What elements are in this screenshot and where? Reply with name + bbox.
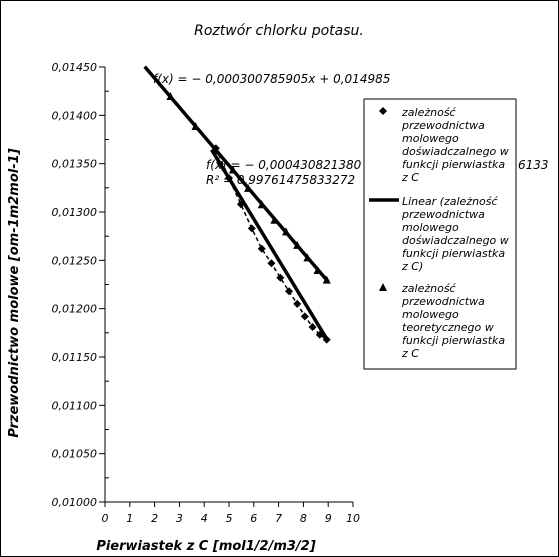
legend-label-doswiadczalne-3: molowego	[402, 132, 459, 145]
legend-box	[363, 98, 517, 370]
legend-label-linear: Linear (zależność przewodnictwa molowego…	[401, 195, 512, 273]
x-tick-label: 10	[346, 512, 360, 525]
fit-lines	[143, 65, 330, 343]
x-tick-label: 8	[300, 512, 307, 525]
annotation-overflow: 6133	[518, 158, 549, 172]
point-doswiadczalne	[308, 323, 317, 332]
point-teoretyczne	[228, 165, 237, 174]
legend-label-teoretyczne-5: funkcji pierwiastka	[402, 334, 505, 347]
point-teoretyczne	[191, 121, 200, 130]
y-axis-label: Przewodnictwo molowe [om-1m2mol-1]	[7, 148, 22, 437]
x-tick-label: 4	[201, 512, 208, 525]
legend-symbol-triangle	[379, 283, 387, 291]
annotation-fit-teoretyczne: f(x) = − 0,000300785905x + 0,014985	[153, 72, 390, 86]
legend-symbol-diamond	[379, 107, 387, 115]
legend-label-linear-4: doświadczalnego w	[402, 234, 509, 247]
x-tick-label: 0	[102, 512, 109, 525]
y-tick-label: 0,01450	[52, 61, 98, 74]
x-axis-label: Pierwiastek z C [mol1/2/m3/2]	[96, 539, 315, 554]
point-doswiadczalne	[315, 330, 324, 339]
x-tick-label: 1	[126, 512, 133, 525]
legend-label-linear-2: przewodnictwa	[401, 208, 485, 221]
legend-label-teoretyczne-6: z C	[401, 347, 419, 360]
x-tick-label: 6	[250, 512, 257, 525]
point-teoretyczne	[313, 266, 322, 274]
legend: zależność przewodnictwa molowego doświad…	[363, 98, 517, 370]
legend-label-teoretyczne-3: molowego	[402, 308, 459, 321]
point-teoretyczne	[257, 200, 266, 209]
y-tick-label: 0,01250	[52, 254, 98, 267]
y-tick-label: 0,01000	[52, 496, 98, 509]
chart-title: Roztwór chlorku potasu.	[194, 23, 364, 39]
x-tick-label: 9	[325, 512, 332, 525]
legend-label-teoretyczne: zależność przewodnictwa molowego teorety…	[401, 282, 509, 360]
legend-label-doswiadczalne-6: z C	[401, 171, 419, 184]
legend-label-linear-6: z C)	[401, 260, 423, 273]
point-doswiadczalne	[276, 273, 285, 282]
legend-label-linear-5: funkcji pierwiastka	[402, 247, 505, 260]
point-teoretyczne	[322, 275, 331, 284]
legend-label-teoretyczne-1: zależność	[401, 282, 457, 295]
data-points	[166, 92, 331, 344]
point-doswiadczalne	[285, 287, 294, 296]
y-tick-label: 0,01300	[52, 206, 98, 219]
legend-label-doswiadczalne: zależność przewodnictwa molowego doświad…	[401, 106, 512, 184]
y-tick-label: 0,01350	[52, 158, 98, 171]
legend-label-linear-3: molowego	[402, 221, 459, 234]
legend-label-doswiadczalne-2: przewodnictwa	[401, 119, 485, 132]
annotation-r-squared: R² = 0,99761475833272	[206, 173, 355, 187]
point-doswiadczalne	[300, 312, 309, 321]
y-tick-label: 0,01200	[52, 303, 98, 316]
legend-label-teoretyczne-2: przewodnictwa	[401, 295, 485, 308]
point-teoretyczne	[282, 227, 291, 236]
legend-label-teoretyczne-4: teoretycznego w	[402, 321, 494, 334]
x-tick-label: 2	[151, 512, 158, 525]
x-tick-label: 5	[226, 512, 233, 525]
y-tick-label: 0,01400	[52, 109, 98, 122]
point-doswiadczalne	[322, 335, 331, 344]
y-tick-labels: 0,01000 0,01050 0,01100 0,01150 0,01200 0,012…	[52, 61, 98, 509]
point-doswiadczalne	[236, 200, 245, 209]
y-tick-label: 0,01100	[52, 399, 98, 412]
x-tick-labels: 0 1 2 3 4 5 6 7 8 9 10	[102, 512, 361, 525]
point-teoretyczne	[211, 146, 220, 155]
legend-label-doswiadczalne-5: funkcji pierwiastka	[402, 158, 505, 171]
point-doswiadczalne	[257, 244, 266, 253]
y-tick-label: 0,01150	[52, 351, 98, 364]
point-teoretyczne	[166, 92, 175, 100]
fit-line-1	[210, 148, 330, 343]
annotation-fit-doswiadczalne: f(x) = − 0,000430821380	[206, 158, 362, 172]
point-doswiadczalne	[267, 259, 276, 268]
x-tick-label: 7	[275, 512, 282, 525]
point-teoretyczne	[303, 253, 312, 262]
legend-label-doswiadczalne-4: doświadczalnego w	[402, 145, 509, 158]
legend-label-linear-1: Linear (zależność	[402, 195, 499, 208]
y-tick-label: 0,01050	[52, 448, 98, 461]
point-teoretyczne	[270, 215, 279, 224]
x-tick-label: 3	[176, 512, 183, 525]
point-doswiadczalne	[247, 224, 256, 233]
point-doswiadczalne	[225, 174, 233, 183]
point-teoretyczne	[293, 240, 302, 249]
legend-label-doswiadczalne-1: zależność	[401, 106, 457, 119]
axes	[99, 66, 354, 507]
point-doswiadczalne	[293, 299, 302, 308]
point-teoretyczne	[244, 183, 253, 192]
